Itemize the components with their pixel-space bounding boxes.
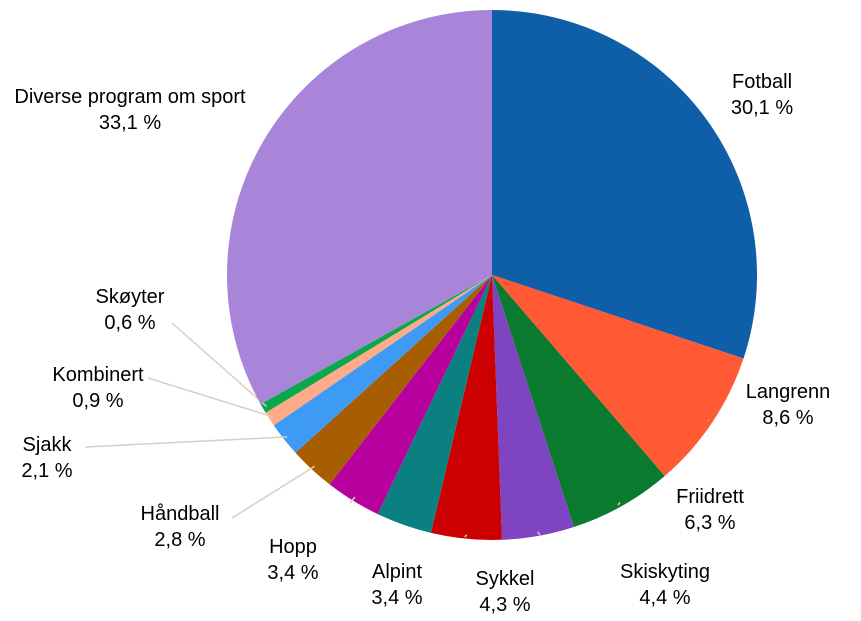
leader-line: [147, 377, 274, 418]
pie-slice: [377, 275, 492, 533]
pie-slice: [295, 275, 492, 485]
slice-label: Fotball 30,1 %: [731, 69, 793, 121]
label-value: 2,8 %: [154, 529, 206, 551]
leader-line: [617, 502, 621, 506]
pie-slice: [227, 10, 492, 405]
label-name: Sjakk: [22, 434, 72, 456]
label-value: 6,3 %: [684, 512, 736, 534]
slice-label: Hopp 3,4 %: [267, 534, 318, 586]
leader-line: [84, 436, 288, 448]
slice-label: Langrenn 8,6 %: [746, 379, 831, 431]
label-name: Friidrett: [676, 486, 744, 508]
label-name: Skiskyting: [619, 561, 711, 583]
label-name: Kombinert: [52, 364, 144, 386]
label-value: 3,4 %: [267, 562, 319, 584]
label-name: Fotball: [731, 71, 793, 93]
label-name: Sykkel: [475, 568, 535, 590]
label-value: 0,9 %: [72, 390, 124, 412]
label-name: Håndball: [140, 503, 220, 525]
pie-slice: [329, 275, 492, 515]
label-value: 30,1 %: [730, 97, 794, 119]
label-name: Alpint: [371, 561, 423, 583]
label-name: Langrenn: [745, 381, 831, 403]
label-value: 4,4 %: [639, 587, 691, 609]
label-value: 8,6 %: [762, 407, 814, 429]
leader-line: [171, 322, 268, 408]
slice-label: Håndball 2,8 %: [141, 501, 220, 553]
pie-slice: [273, 275, 492, 453]
label-value: 0,6 %: [104, 312, 156, 334]
pie-slice: [492, 275, 574, 540]
label-name: Diverse program om sport: [14, 86, 246, 108]
slice-label: Diverse program om sport 33,1 %: [10, 84, 250, 136]
slice-label: Skøyter 0,6 %: [96, 284, 165, 336]
pie-slice: [265, 275, 492, 426]
slice-label: Skiskyting 4,4 %: [620, 559, 710, 611]
leader-line: [464, 534, 468, 538]
pie-slice: [260, 275, 492, 413]
pie-slice: [492, 275, 744, 476]
slice-label: Sykkel 4,3 %: [476, 566, 535, 618]
slice-label: Sjakk 2,1 %: [21, 432, 72, 484]
leader-line: [349, 496, 356, 504]
label-value: 33,1 %: [98, 112, 162, 134]
pie-slice: [492, 10, 757, 359]
label-name: Hopp: [269, 536, 317, 558]
label-name: Skøyter: [95, 286, 165, 308]
label-value: 4,3 %: [479, 594, 531, 616]
slice-label: Kombinert 0,9 %: [52, 362, 143, 414]
label-value: 2,1 %: [21, 460, 73, 482]
leader-line: [231, 465, 315, 519]
label-value: 3,4 %: [371, 587, 423, 609]
leader-line: [537, 531, 541, 536]
slice-label: Friidrett 6,3 %: [676, 484, 744, 536]
pie-slice: [430, 275, 502, 540]
slice-label: Alpint 3,4 %: [371, 559, 422, 611]
pie-slice: [492, 275, 665, 528]
